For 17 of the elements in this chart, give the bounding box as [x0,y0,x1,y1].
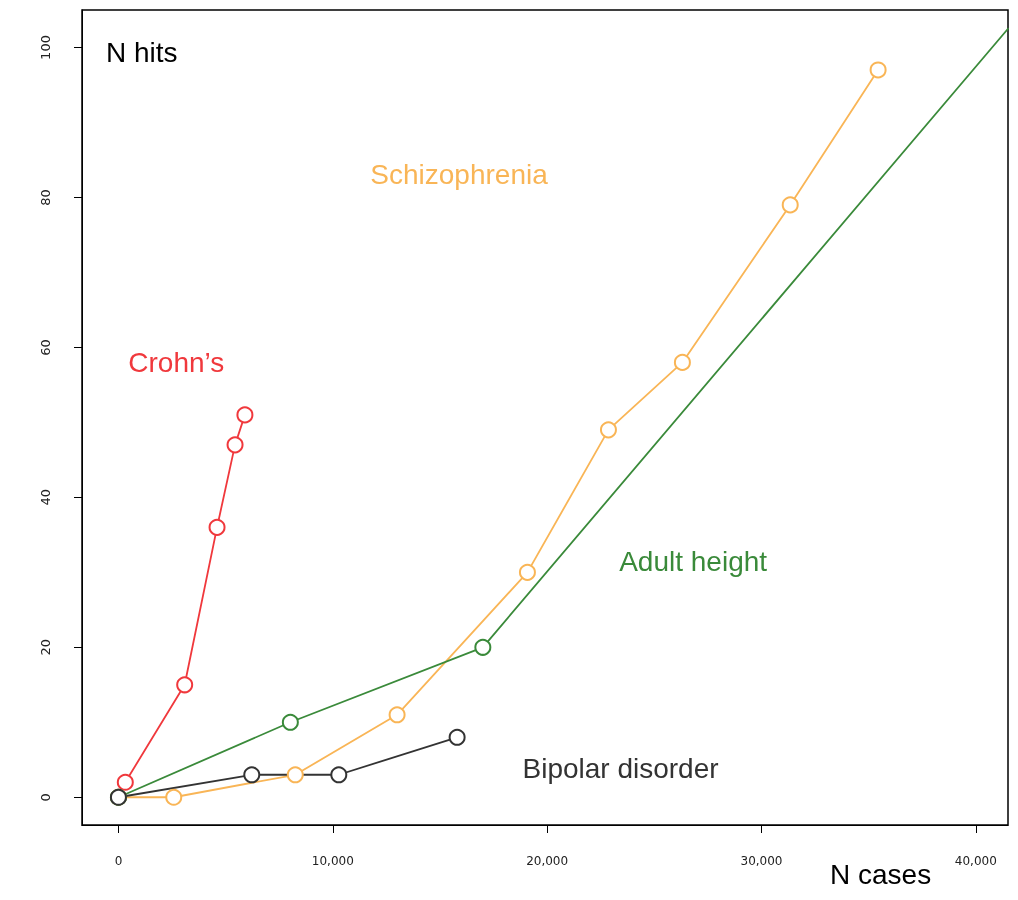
y-axis-title: N hits [106,36,178,68]
x-tick-label: 30,000 [740,854,783,868]
x-tick-label: 40,000 [954,854,997,868]
text: Adult height [619,545,768,577]
text: Bipolar disorder [522,753,719,785]
x-tick-label: 0 [114,854,123,868]
x-tick-label: 20,000 [526,854,569,868]
text: Schizophrenia [370,159,549,191]
y-tick-label: 0 [38,793,53,802]
x-axis-title: N cases [830,858,932,890]
y-tick-label: 80 [38,189,53,206]
y-tick-label: 60 [38,339,53,356]
series-label: Crohn’s [128,346,225,378]
y-tick-label: 40 [38,489,53,506]
y-tick-label: 20 [38,639,53,656]
x-tick-label: 10,000 [311,854,354,868]
y-tick-label: 100 [38,35,53,60]
